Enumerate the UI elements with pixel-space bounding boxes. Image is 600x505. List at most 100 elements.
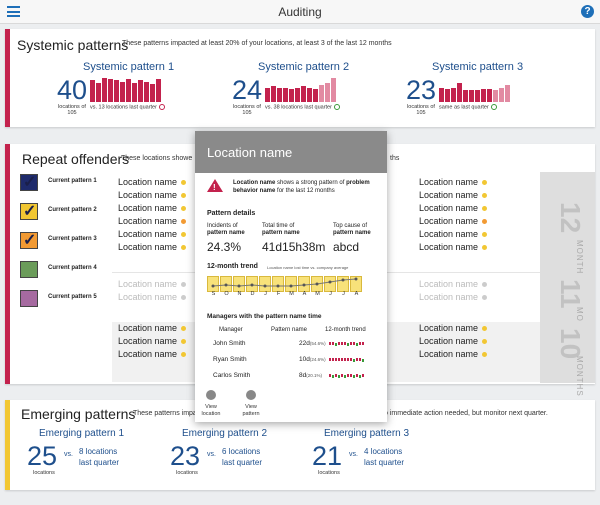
- bar-mark: [325, 83, 330, 102]
- stat-label-line2: pattern name: [207, 230, 245, 236]
- hamburger-icon[interactable]: [7, 6, 20, 17]
- emerging-pattern-name[interactable]: Emerging pattern 2: [182, 428, 268, 439]
- location-link[interactable]: Location name: [118, 177, 187, 187]
- view-location-button[interactable]: [206, 390, 216, 400]
- location-name[interactable]: Location name: [419, 279, 479, 289]
- location-name[interactable]: Location name: [118, 279, 178, 289]
- emerging-comparison-period: last quarter: [79, 458, 120, 467]
- trend-note: Location name lost time vs. company aver…: [267, 265, 349, 270]
- location-name[interactable]: Location name: [419, 242, 479, 252]
- trend-tick: [356, 373, 358, 377]
- location-name[interactable]: Location name: [419, 203, 479, 213]
- location-link[interactable]: Location name: [419, 279, 488, 289]
- location-link[interactable]: Location name: [118, 190, 187, 200]
- help-icon[interactable]: ?: [581, 5, 594, 18]
- managers-heading-bold: pattern name: [265, 313, 307, 320]
- systemic-pattern-name[interactable]: Systemic pattern 3: [432, 61, 524, 73]
- status-dot: [482, 245, 488, 251]
- location-link[interactable]: Location name: [118, 216, 187, 226]
- trend-tick: [338, 341, 340, 345]
- location-link[interactable]: Location name: [419, 323, 488, 333]
- location-name[interactable]: Location name: [419, 229, 479, 239]
- bar-mark: [114, 80, 119, 102]
- location-name[interactable]: Location name: [118, 229, 178, 239]
- col-trend: 12-month trend: [325, 327, 366, 333]
- month-number: 12: [555, 202, 586, 234]
- trend-month: M: [315, 291, 320, 297]
- location-link[interactable]: Location name: [118, 279, 187, 289]
- location-name[interactable]: Location name: [419, 323, 479, 333]
- pattern-details-heading: Pattern details: [207, 210, 256, 217]
- pattern-checkbox[interactable]: [20, 290, 38, 307]
- trend-tick: [347, 357, 349, 361]
- location-name[interactable]: Location name: [419, 336, 479, 346]
- warning-icon: [207, 179, 223, 192]
- bar-mark: [277, 88, 282, 102]
- location-link[interactable]: Location name: [118, 349, 187, 359]
- emerging-vs: vs.: [64, 451, 73, 458]
- location-link[interactable]: Location name: [419, 242, 488, 252]
- trend-tick: [335, 357, 337, 361]
- emerging-comparison-count: 8 locations: [79, 447, 118, 456]
- pattern-checkbox[interactable]: ✓: [20, 232, 38, 249]
- stat-label-line1: Incidents of: [207, 223, 238, 229]
- warning-text-1: shows a strong pattern of: [275, 180, 347, 186]
- emerging-pattern-name[interactable]: Emerging pattern 3: [324, 428, 410, 439]
- location-link[interactable]: Location name: [419, 336, 488, 346]
- location-name[interactable]: Location name: [118, 292, 178, 302]
- location-link[interactable]: Location name: [118, 242, 187, 252]
- location-link[interactable]: Location name: [118, 292, 187, 302]
- location-name[interactable]: Location name: [118, 323, 178, 333]
- emerging-subtitle-tail: o immediate action needed, but monitor n…: [384, 410, 548, 417]
- location-name[interactable]: Location name: [419, 292, 479, 302]
- trend-tick: [350, 373, 352, 377]
- bar-mark: [126, 79, 131, 102]
- pattern-checkbox[interactable]: ✓: [20, 174, 38, 191]
- systemic-pattern-bars: [90, 76, 161, 102]
- location-name[interactable]: Location name: [419, 349, 479, 359]
- page-title: Auditing: [278, 5, 322, 19]
- location-link[interactable]: Location name: [419, 229, 488, 239]
- location-name[interactable]: Location name: [118, 336, 178, 346]
- trend-tick: [359, 357, 361, 361]
- location-name[interactable]: Location name: [118, 216, 178, 226]
- location-name[interactable]: Location name: [118, 203, 178, 213]
- location-name[interactable]: Location name: [118, 242, 178, 252]
- location-name[interactable]: Location name: [419, 190, 479, 200]
- view-pattern-button[interactable]: [246, 390, 256, 400]
- location-link[interactable]: Location name: [419, 190, 488, 200]
- sad-face-icon: [158, 104, 165, 110]
- location-link[interactable]: Location name: [118, 203, 187, 213]
- happy-face-icon: [333, 104, 340, 110]
- location-name[interactable]: Location name: [118, 190, 178, 200]
- button-label-line1[interactable]: View: [245, 404, 257, 410]
- location-link[interactable]: Location name: [118, 229, 187, 239]
- location-name[interactable]: Location name: [419, 216, 479, 226]
- location-link[interactable]: Location name: [118, 336, 187, 346]
- location-name[interactable]: Location name: [419, 177, 479, 187]
- location-name[interactable]: Location name: [118, 349, 178, 359]
- button-label-line2[interactable]: location: [201, 411, 221, 417]
- systemic-pattern-name[interactable]: Systemic pattern 1: [83, 61, 175, 73]
- bar-mark: [481, 89, 486, 102]
- trend-month: J: [329, 291, 332, 297]
- pattern-checkbox[interactable]: ✓: [20, 203, 38, 220]
- button-label-line2[interactable]: pattern: [242, 411, 260, 417]
- emerging-pattern-name[interactable]: Emerging pattern 1: [39, 428, 125, 439]
- manager-time: 8d(20.1%): [299, 372, 322, 379]
- emerging-pattern-count: 25: [27, 441, 58, 471]
- location-link[interactable]: Location name: [419, 349, 488, 359]
- location-link[interactable]: Location name: [118, 323, 187, 333]
- stat-label-line2: pattern name: [333, 230, 371, 236]
- pattern-checkbox[interactable]: [20, 261, 38, 278]
- location-name[interactable]: Location name: [118, 177, 178, 187]
- button-label-line1[interactable]: View: [205, 404, 217, 410]
- trend-month: M: [289, 291, 294, 297]
- systemic-pattern-name[interactable]: Systemic pattern 2: [258, 61, 350, 73]
- location-link[interactable]: Location name: [419, 177, 488, 187]
- emerging-comparison-period: last quarter: [364, 458, 405, 467]
- location-link[interactable]: Location name: [419, 216, 488, 226]
- trend-tick: [335, 343, 337, 346]
- location-link[interactable]: Location name: [419, 203, 488, 213]
- location-link[interactable]: Location name: [419, 292, 488, 302]
